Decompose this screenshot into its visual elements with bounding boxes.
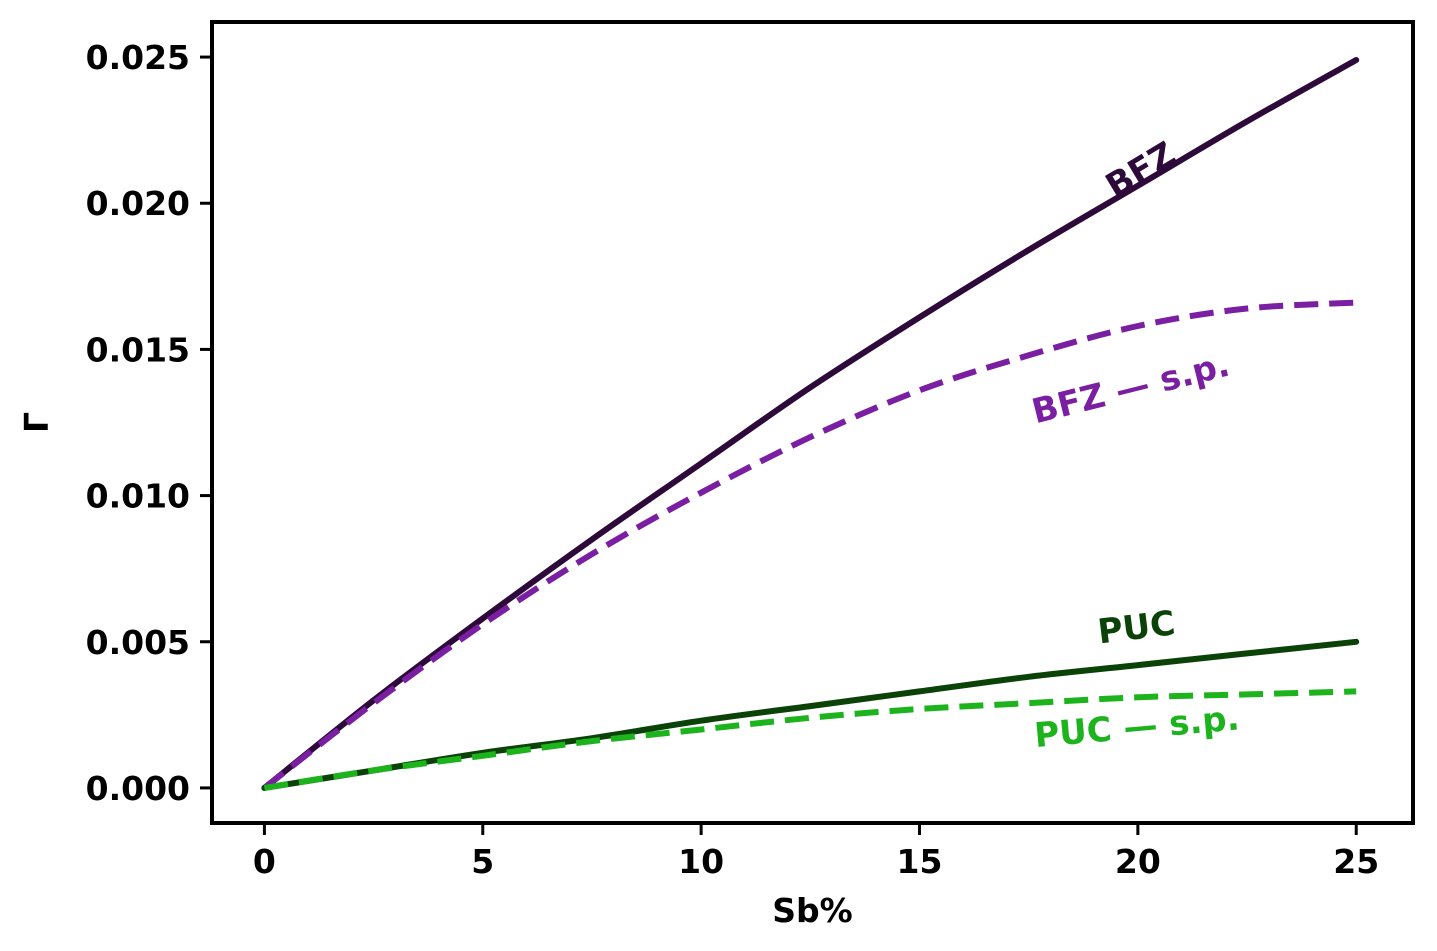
y-tick-label: 0.000	[86, 769, 190, 808]
series-annotation: PUC	[1096, 603, 1178, 652]
x-tick-label: 0	[253, 842, 276, 881]
x-tick-label: 5	[471, 842, 494, 881]
x-tick-label: 15	[897, 842, 943, 881]
series-line-2	[262, 299, 1357, 791]
series-line-4	[263, 688, 1357, 791]
x-tick-label: 20	[1115, 842, 1161, 881]
y-tick-label: 0.015	[86, 330, 190, 369]
x-axis-ticks: 0 5 10 15 20 25	[253, 823, 1379, 881]
y-axis-label: Γ	[17, 412, 56, 433]
series-annotation: BFZ	[1099, 134, 1183, 206]
y-tick-label: 0.010	[86, 477, 190, 516]
plot-frame	[210, 20, 1415, 825]
x-tick-label: 10	[678, 842, 724, 881]
y-tick-label: 0.025	[86, 38, 190, 77]
y-tick-label: 0.020	[86, 184, 190, 223]
y-tick-label: 0.005	[86, 623, 190, 662]
y-axis-ticks: 0.000 0.005 0.010 0.015 0.020 0.025	[86, 38, 212, 808]
series-layer	[261, 57, 1360, 791]
x-tick-label: 25	[1333, 842, 1379, 881]
series-line-1	[261, 57, 1360, 791]
x-axis-label: Sb%	[772, 891, 852, 930]
series-annotation: PUC — s.p.	[1033, 698, 1241, 756]
series-annotation: BFZ — s.p.	[1028, 345, 1234, 433]
